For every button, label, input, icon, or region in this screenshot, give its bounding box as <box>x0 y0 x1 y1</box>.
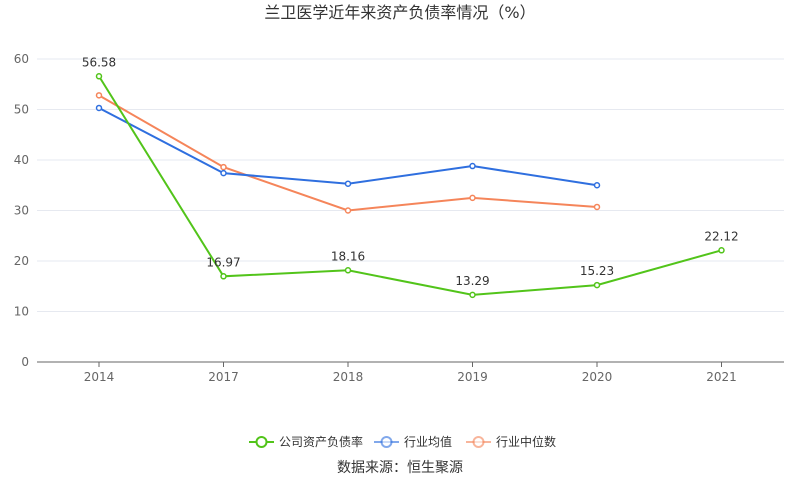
data-point[interactable] <box>344 207 352 214</box>
data-point[interactable] <box>95 92 103 99</box>
legend-item-1[interactable]: 行业均值 <box>374 434 452 449</box>
legend-marker-icon <box>255 436 268 448</box>
y-tick-label: 10 <box>14 305 29 319</box>
legend-marker-icon <box>472 436 485 448</box>
data-point[interactable] <box>593 182 601 189</box>
x-tick-label: 2021 <box>706 370 737 384</box>
data-point[interactable] <box>593 281 601 289</box>
y-tick-label: 20 <box>14 254 29 268</box>
y-tick-label: 40 <box>14 153 29 167</box>
legend-marker-icon <box>380 436 393 448</box>
data-label: 16.97 <box>206 255 240 269</box>
source-note: 数据来源：恒生聚源 <box>337 460 463 476</box>
data-point[interactable] <box>469 162 476 170</box>
y-tick-label: 50 <box>14 103 29 117</box>
legend-item-0[interactable]: 公司资产负债率 <box>249 434 363 449</box>
data-point[interactable] <box>593 203 601 211</box>
x-tick-label: 2017 <box>208 370 239 384</box>
data-label: 56.58 <box>82 55 116 69</box>
data-label: 13.29 <box>455 274 489 288</box>
series-line-1 <box>98 107 598 187</box>
data-point[interactable] <box>220 163 227 171</box>
y-tick-label: 30 <box>14 204 29 218</box>
data-point[interactable] <box>469 291 476 299</box>
series-line-0 <box>98 75 722 296</box>
y-tick-label: 60 <box>14 52 29 66</box>
data-point[interactable] <box>718 247 725 254</box>
chart-title: 兰卫医学近年来资产负债率情况（%） <box>264 3 535 22</box>
x-tick-label: 2018 <box>333 370 364 384</box>
data-point[interactable] <box>220 273 227 280</box>
data-label: 15.23 <box>580 264 614 278</box>
x-tick-label: 2019 <box>457 370 488 384</box>
legend-label: 公司资产负债率 <box>279 434 363 449</box>
legend-label: 行业均值 <box>404 434 452 449</box>
data-point[interactable] <box>95 73 103 80</box>
data-label: 18.16 <box>331 249 365 263</box>
legend-label: 行业中位数 <box>496 434 556 449</box>
x-tick-label: 2020 <box>582 370 613 384</box>
series-line-2 <box>98 94 598 212</box>
legend-item-2[interactable]: 行业中位数 <box>466 434 556 449</box>
data-point[interactable] <box>220 169 227 177</box>
data-point[interactable] <box>344 180 352 187</box>
data-point[interactable] <box>469 194 476 202</box>
data-point[interactable] <box>344 267 352 274</box>
x-tick-label: 2014 <box>84 370 115 384</box>
data-label: 22.12 <box>704 229 738 243</box>
data-point[interactable] <box>95 104 103 112</box>
y-tick-label: 0 <box>21 355 29 369</box>
